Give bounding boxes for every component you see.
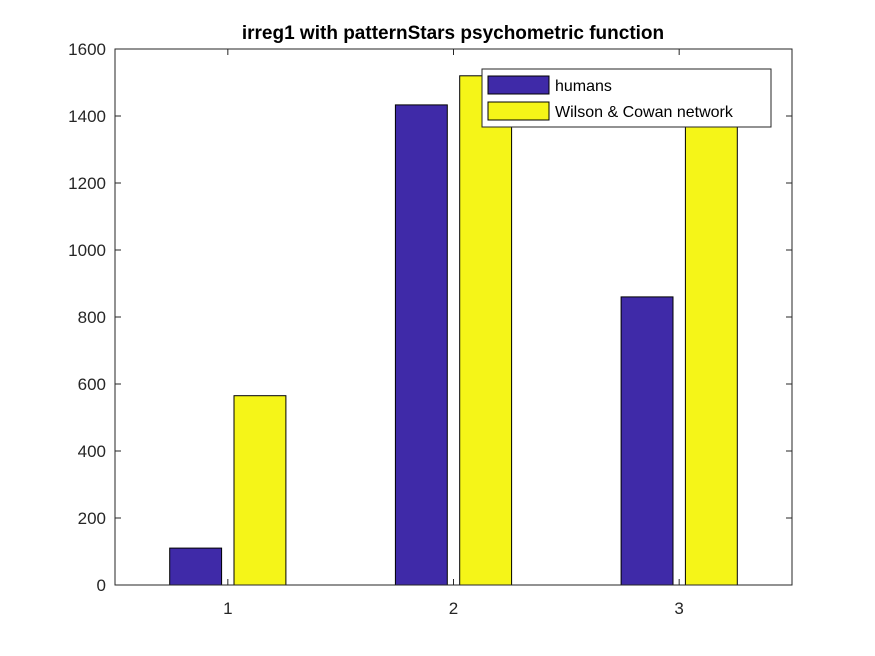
bar-humans-1 xyxy=(169,547,223,586)
legend-swatch-wilson-cowan-network xyxy=(487,101,550,121)
bar-wilson-cowan-network-1 xyxy=(233,395,287,586)
x-axis: 1 2 3 xyxy=(223,49,684,618)
bar-wilson-cowan-network-3 xyxy=(684,115,738,586)
legend-label-wilson-cowan-network: Wilson & Cowan network xyxy=(555,104,734,121)
bar-humans-2 xyxy=(394,104,448,586)
x-tick-label: 2 xyxy=(449,599,458,618)
y-tick-label: 200 xyxy=(78,509,106,528)
y-axis: 0 200 400 600 800 1000 1200 1400 1600 xyxy=(68,40,792,595)
legend-label-humans: humans xyxy=(555,78,612,95)
y-tick-label: 1200 xyxy=(68,174,106,193)
bar-humans-3 xyxy=(620,296,674,586)
y-tick-label: 600 xyxy=(78,375,106,394)
bar-wilson-cowan-network-2 xyxy=(459,75,513,586)
y-tick-label: 0 xyxy=(97,576,106,595)
x-tick-label: 1 xyxy=(223,599,232,618)
y-tick-label: 1400 xyxy=(68,107,106,126)
y-tick-label: 400 xyxy=(78,442,106,461)
y-tick-label: 800 xyxy=(78,308,106,327)
bars-group xyxy=(169,75,738,586)
x-tick-label: 3 xyxy=(674,599,683,618)
legend-swatch-humans xyxy=(487,75,550,95)
chart-title: irreg1 with patternStars psychometric fu… xyxy=(242,23,664,44)
y-tick-label: 1000 xyxy=(68,241,106,260)
legend: humans Wilson & Cowan network xyxy=(481,68,772,128)
y-tick-label: 1600 xyxy=(68,40,106,59)
